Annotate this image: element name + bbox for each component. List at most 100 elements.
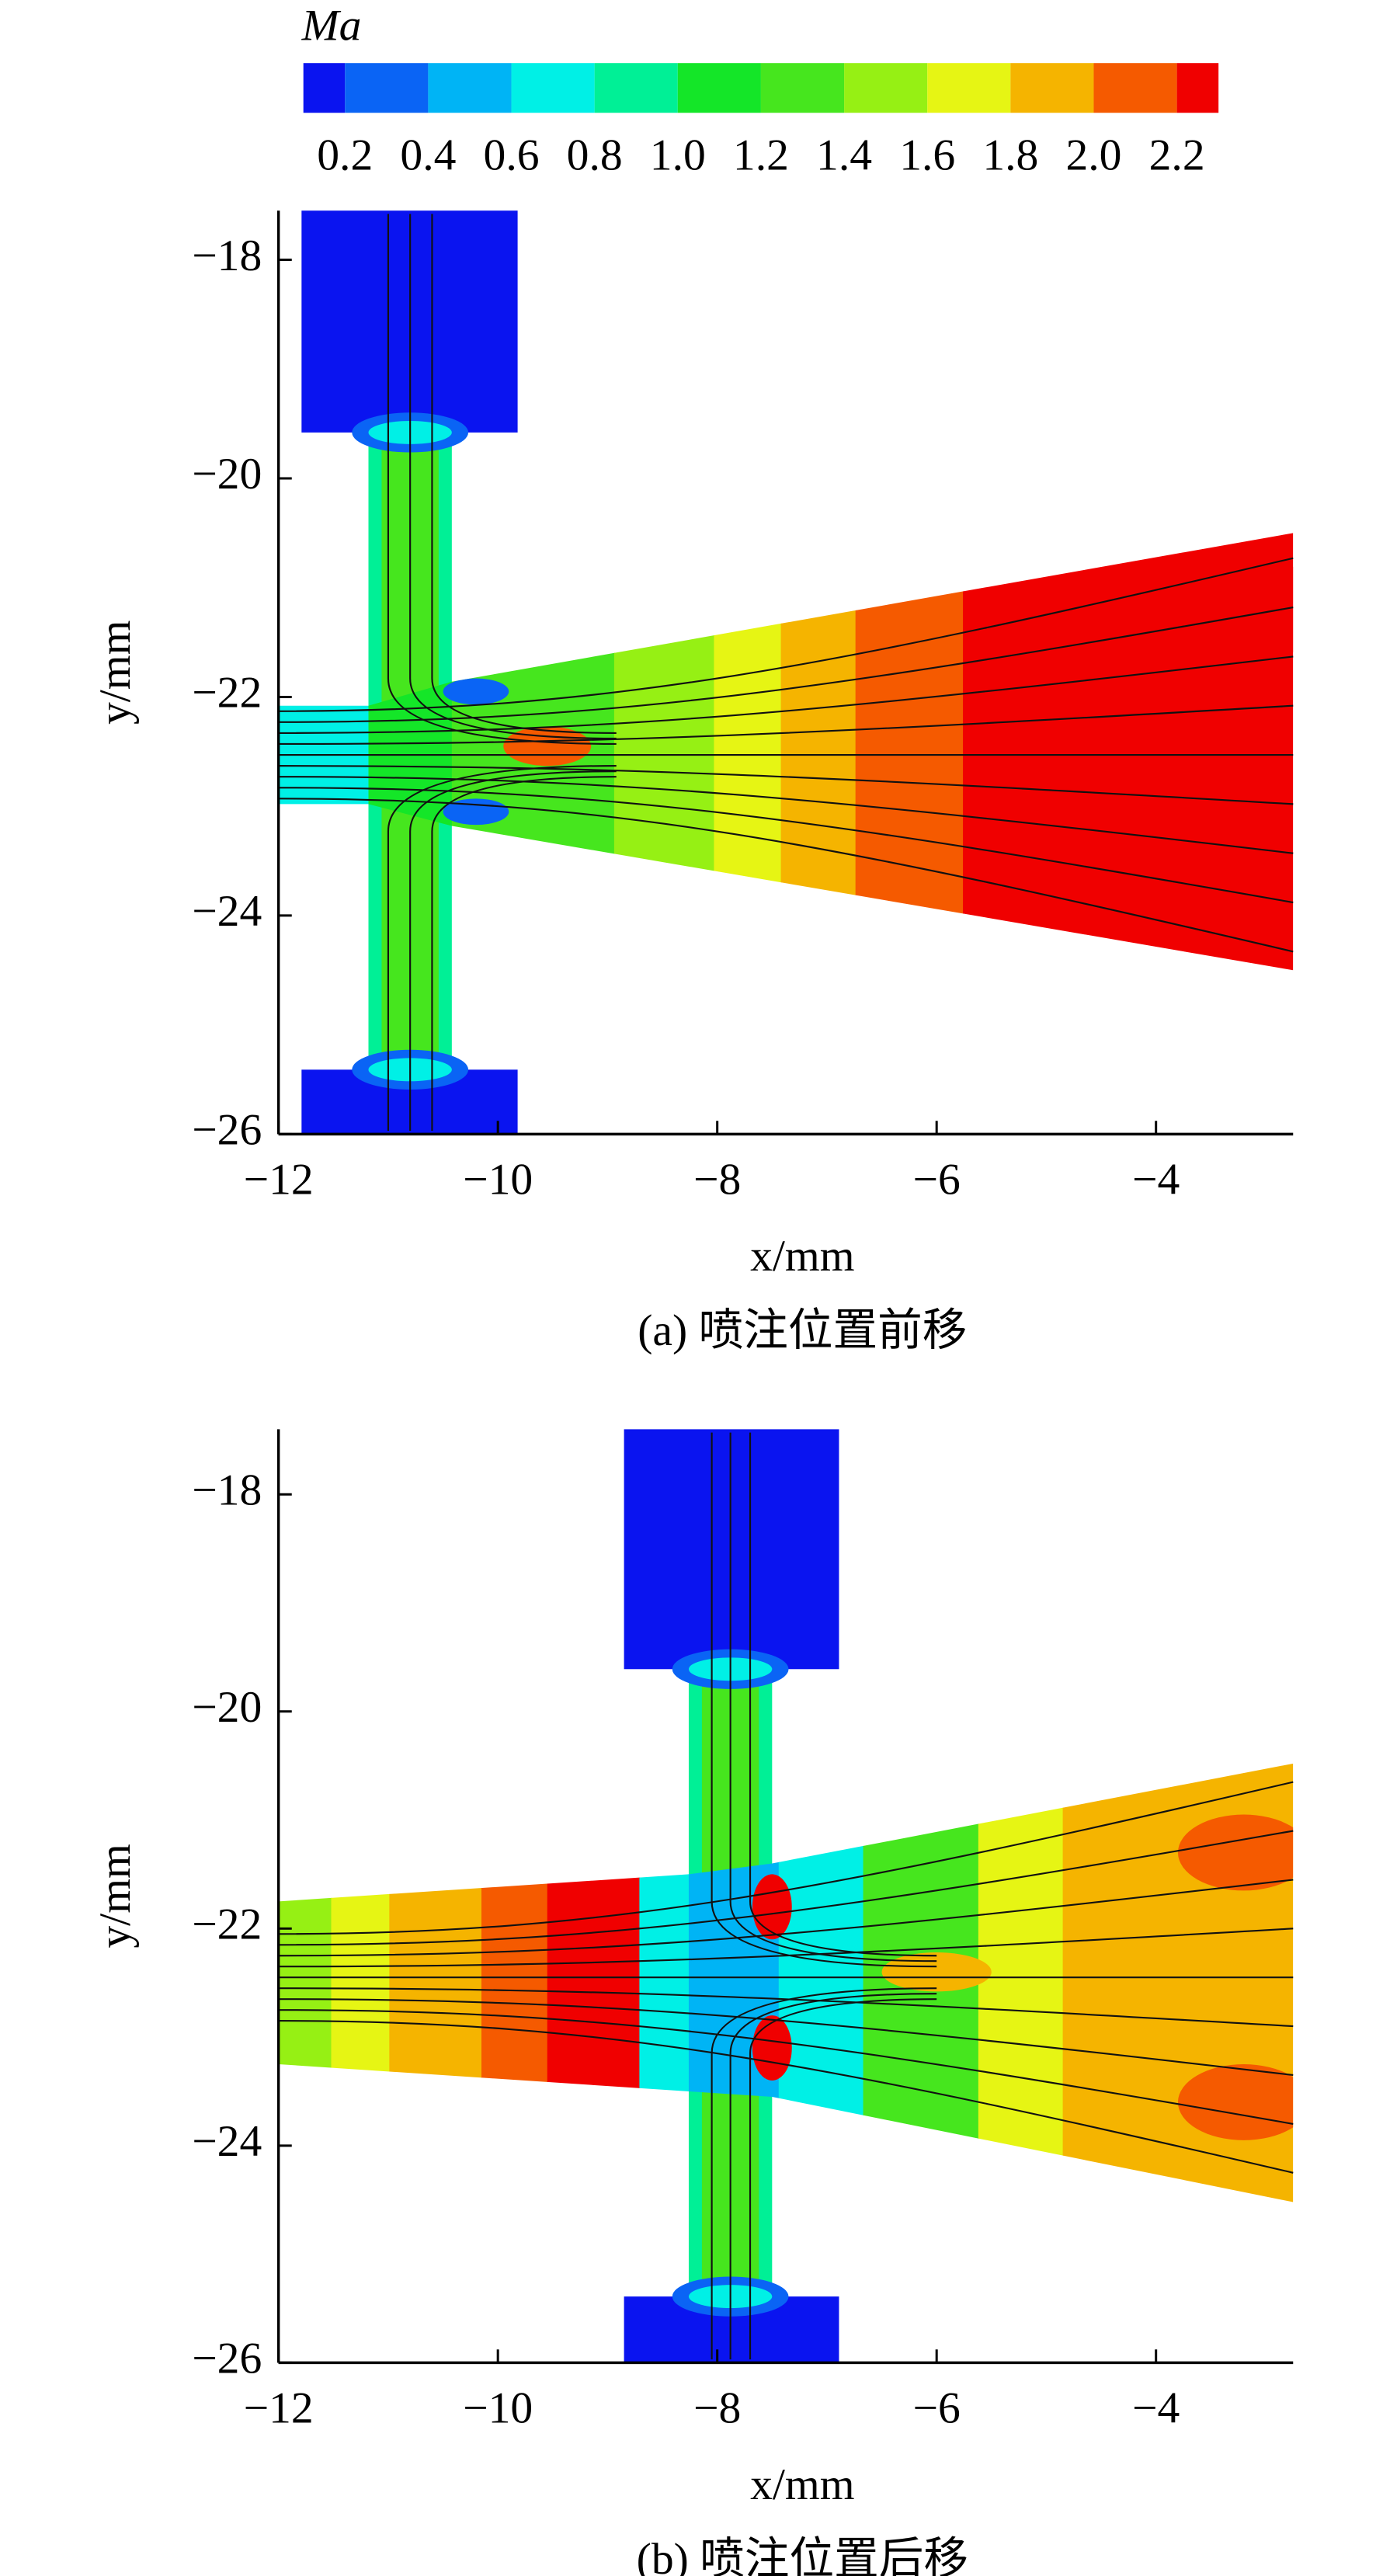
- contour-plot: [278, 210, 1294, 1135]
- streamline: [387, 214, 617, 746]
- contour-band: [481, 1763, 548, 2202]
- streamline: [278, 765, 1294, 805]
- streamline: [278, 557, 1294, 712]
- y-tick-label: −24: [192, 2117, 262, 2166]
- streamline: [387, 765, 617, 1132]
- contour-spot: [752, 1874, 792, 1940]
- contour-band: [863, 1763, 979, 2202]
- streamline: [409, 770, 617, 1132]
- caption: (a) 喷注位置前移: [638, 1306, 967, 1355]
- x-axis-label: x/mm: [750, 2460, 854, 2509]
- colorbar-tick-label: 1.4: [816, 130, 872, 179]
- contour-spot: [1177, 1814, 1294, 1891]
- y-axis-label: y/mm: [91, 621, 140, 725]
- colorbar-block: [345, 63, 429, 113]
- streamline: [749, 1432, 937, 1957]
- y-tick-label: −26: [192, 1106, 262, 1155]
- colorbar-tick-label: 2.2: [1149, 130, 1205, 179]
- contour-band: [389, 1763, 483, 2202]
- colorbar-title: Ma: [301, 2, 362, 50]
- colorbar-block: [511, 63, 595, 113]
- streamline: [431, 214, 617, 734]
- contour-spot: [443, 678, 509, 705]
- contour-band: [278, 1763, 332, 2202]
- streamline: [278, 2020, 1294, 2174]
- contour-band: [978, 1763, 1064, 2202]
- x-axis-label: x/mm: [750, 1232, 854, 1281]
- streamlines: [278, 214, 1294, 1132]
- streamline: [278, 1879, 1294, 1957]
- streamline: [278, 1781, 1294, 1935]
- contour-band: [331, 1763, 391, 2202]
- x-tick-label: −6: [913, 2384, 961, 2433]
- contour-band: [855, 533, 964, 971]
- streamline: [278, 607, 1294, 723]
- contour-band: [780, 533, 857, 971]
- streamline: [278, 1998, 1294, 2077]
- colorbar-block: [844, 63, 928, 113]
- x-tick-label: −8: [693, 2384, 741, 2433]
- colorbar-tick-label: 1.8: [982, 130, 1038, 179]
- streamline: [278, 655, 1294, 734]
- contour-spot: [752, 2015, 792, 2081]
- colorbar-block: [1176, 63, 1219, 113]
- x-tick-label: −12: [244, 2384, 314, 2433]
- x-tick-label: −6: [913, 1156, 961, 1205]
- contour-band: [963, 533, 1294, 971]
- colorbar-tick-label: 1.6: [899, 130, 955, 179]
- y-tick-label: −18: [192, 1465, 262, 1514]
- streamline: [729, 1432, 937, 1962]
- caption: (b) 喷注位置后移: [637, 2535, 968, 2576]
- streamline: [278, 704, 1294, 746]
- colorbar-block: [1010, 63, 1094, 113]
- colorbar-tick-label: 1.0: [650, 130, 706, 179]
- contour-band: [714, 533, 782, 971]
- contour-spot: [1177, 2064, 1294, 2140]
- x-tick-label: −8: [693, 1156, 741, 1205]
- colorbar-block: [1093, 63, 1177, 113]
- colorbar-block: [594, 63, 678, 113]
- streamline: [278, 798, 1294, 953]
- x-tick-label: −12: [244, 1156, 314, 1205]
- colorbar-block: [677, 63, 761, 113]
- streamline: [711, 1432, 937, 1968]
- contour-band: [613, 533, 715, 971]
- y-tick-label: −20: [192, 1683, 262, 1732]
- contour-spot: [503, 726, 592, 767]
- streamline: [749, 1998, 937, 2360]
- colorbar-tick-label: 0.4: [400, 130, 456, 179]
- streamline: [278, 776, 1294, 854]
- colorbar-block: [760, 63, 845, 113]
- colorbar-block: [927, 63, 1011, 113]
- contour-spot: [881, 1952, 992, 1992]
- streamline: [711, 1987, 937, 2360]
- x-tick-label: −10: [463, 2384, 533, 2433]
- x-tick-label: −4: [1132, 1156, 1180, 1205]
- colorbar-block: [303, 63, 346, 113]
- streamline: [278, 1987, 1294, 2028]
- x-tick-label: −10: [463, 1156, 533, 1205]
- streamline: [729, 1993, 937, 2360]
- colorbar-tick-label: 2.0: [1065, 130, 1121, 179]
- colorbar-tick-label: 1.2: [733, 130, 789, 179]
- streamline: [278, 1928, 1294, 1968]
- streamline: [431, 776, 617, 1132]
- y-tick-label: −20: [192, 450, 262, 499]
- streamline: [409, 214, 617, 740]
- contour-band: [1062, 1763, 1294, 2202]
- contour-region: [624, 1429, 839, 1670]
- y-tick-label: −22: [192, 669, 262, 718]
- contour-spot: [1079, 554, 1294, 665]
- y-tick-label: −18: [192, 231, 262, 280]
- streamlines: [278, 1432, 1294, 2360]
- contour-plot: [278, 1429, 1294, 2363]
- colorbar-tick-label: 0.6: [484, 130, 540, 179]
- colorbar-tick-label: 0.2: [317, 130, 373, 179]
- colorbar-block: [428, 63, 512, 113]
- y-tick-label: −24: [192, 887, 262, 936]
- x-tick-label: −4: [1132, 2384, 1180, 2433]
- y-tick-label: −26: [192, 2334, 262, 2383]
- y-tick-label: −22: [192, 1900, 262, 1949]
